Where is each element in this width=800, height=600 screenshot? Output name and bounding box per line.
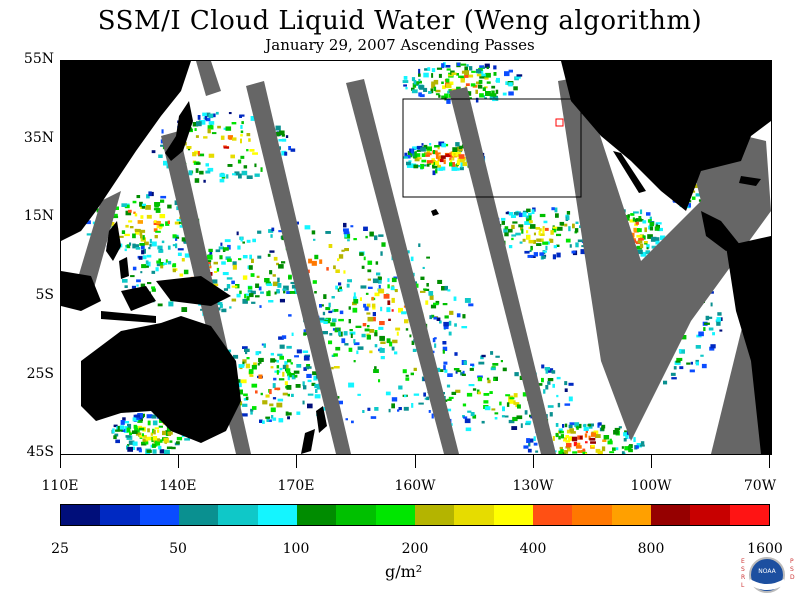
lat-label: 5S <box>35 287 55 303</box>
logo-badge-text: NOAA <box>758 568 776 575</box>
colorbar-swatch <box>336 505 376 525</box>
lat-label: 45S <box>26 444 54 460</box>
lon-label: 110E <box>41 478 79 494</box>
colorbar-label: 800 <box>637 541 665 557</box>
lon-tick <box>533 454 534 468</box>
colorbar-swatch <box>650 505 691 525</box>
colorbar-label: 400 <box>519 541 547 557</box>
lat-label: 25S <box>26 366 54 382</box>
lon-label: 100W <box>630 478 672 494</box>
colorbar-swatch <box>414 505 455 525</box>
colorbar-swatch <box>454 505 494 525</box>
colorbar-swatch <box>100 505 140 525</box>
colorbar-label: 1600 <box>747 541 783 557</box>
lat-label: 15N <box>23 208 54 224</box>
no-data-swaths <box>71 61 771 454</box>
colorbar-swatch <box>611 505 651 525</box>
colorbar-swatch <box>690 505 730 525</box>
lon-label: 70W <box>743 478 777 494</box>
colorbar-swatch <box>257 505 297 525</box>
lon-tick <box>296 454 297 468</box>
colorbar-swatch <box>61 505 101 525</box>
cloud-water-map <box>61 61 771 454</box>
colorbar-swatch <box>532 505 573 525</box>
colorbar-swatch <box>729 505 769 525</box>
lat-label: 35N <box>23 130 54 146</box>
colorbar-swatch <box>218 505 258 525</box>
colorbar-label: 50 <box>169 541 187 557</box>
lon-label: 170E <box>277 478 315 494</box>
lon-tick <box>651 454 652 468</box>
site-marker <box>555 118 564 127</box>
lon-label: 130W <box>512 478 554 494</box>
colorbar-swatch <box>572 505 612 525</box>
highlight-box <box>402 98 582 198</box>
map-panel <box>60 60 772 455</box>
map-subtitle: January 29, 2007 Ascending Passes <box>265 36 535 54</box>
colorbar-label: 100 <box>282 541 310 557</box>
colorbar-label: 200 <box>401 541 429 557</box>
colorbar-swatch <box>139 505 179 525</box>
lon-tick <box>178 454 179 468</box>
colorbar-units: g/m² <box>385 562 423 581</box>
colorbar-swatch <box>493 505 533 525</box>
lon-tick <box>769 454 770 468</box>
lon-label: 160W <box>394 478 436 494</box>
colorbar-label: 25 <box>51 541 69 557</box>
map-title: SSM/I Cloud Liquid Water (Weng algorithm… <box>97 6 703 36</box>
lon-tick <box>60 454 61 468</box>
colorbar <box>60 504 770 526</box>
lon-label: 140E <box>159 478 197 494</box>
lat-label: 55N <box>23 51 54 67</box>
cloud-water-field <box>82 62 762 454</box>
colorbar-swatch <box>296 505 337 525</box>
lon-tick <box>415 454 416 468</box>
land-masses <box>61 61 771 454</box>
colorbar-swatch <box>375 505 415 525</box>
colorbar-swatch <box>178 505 219 525</box>
